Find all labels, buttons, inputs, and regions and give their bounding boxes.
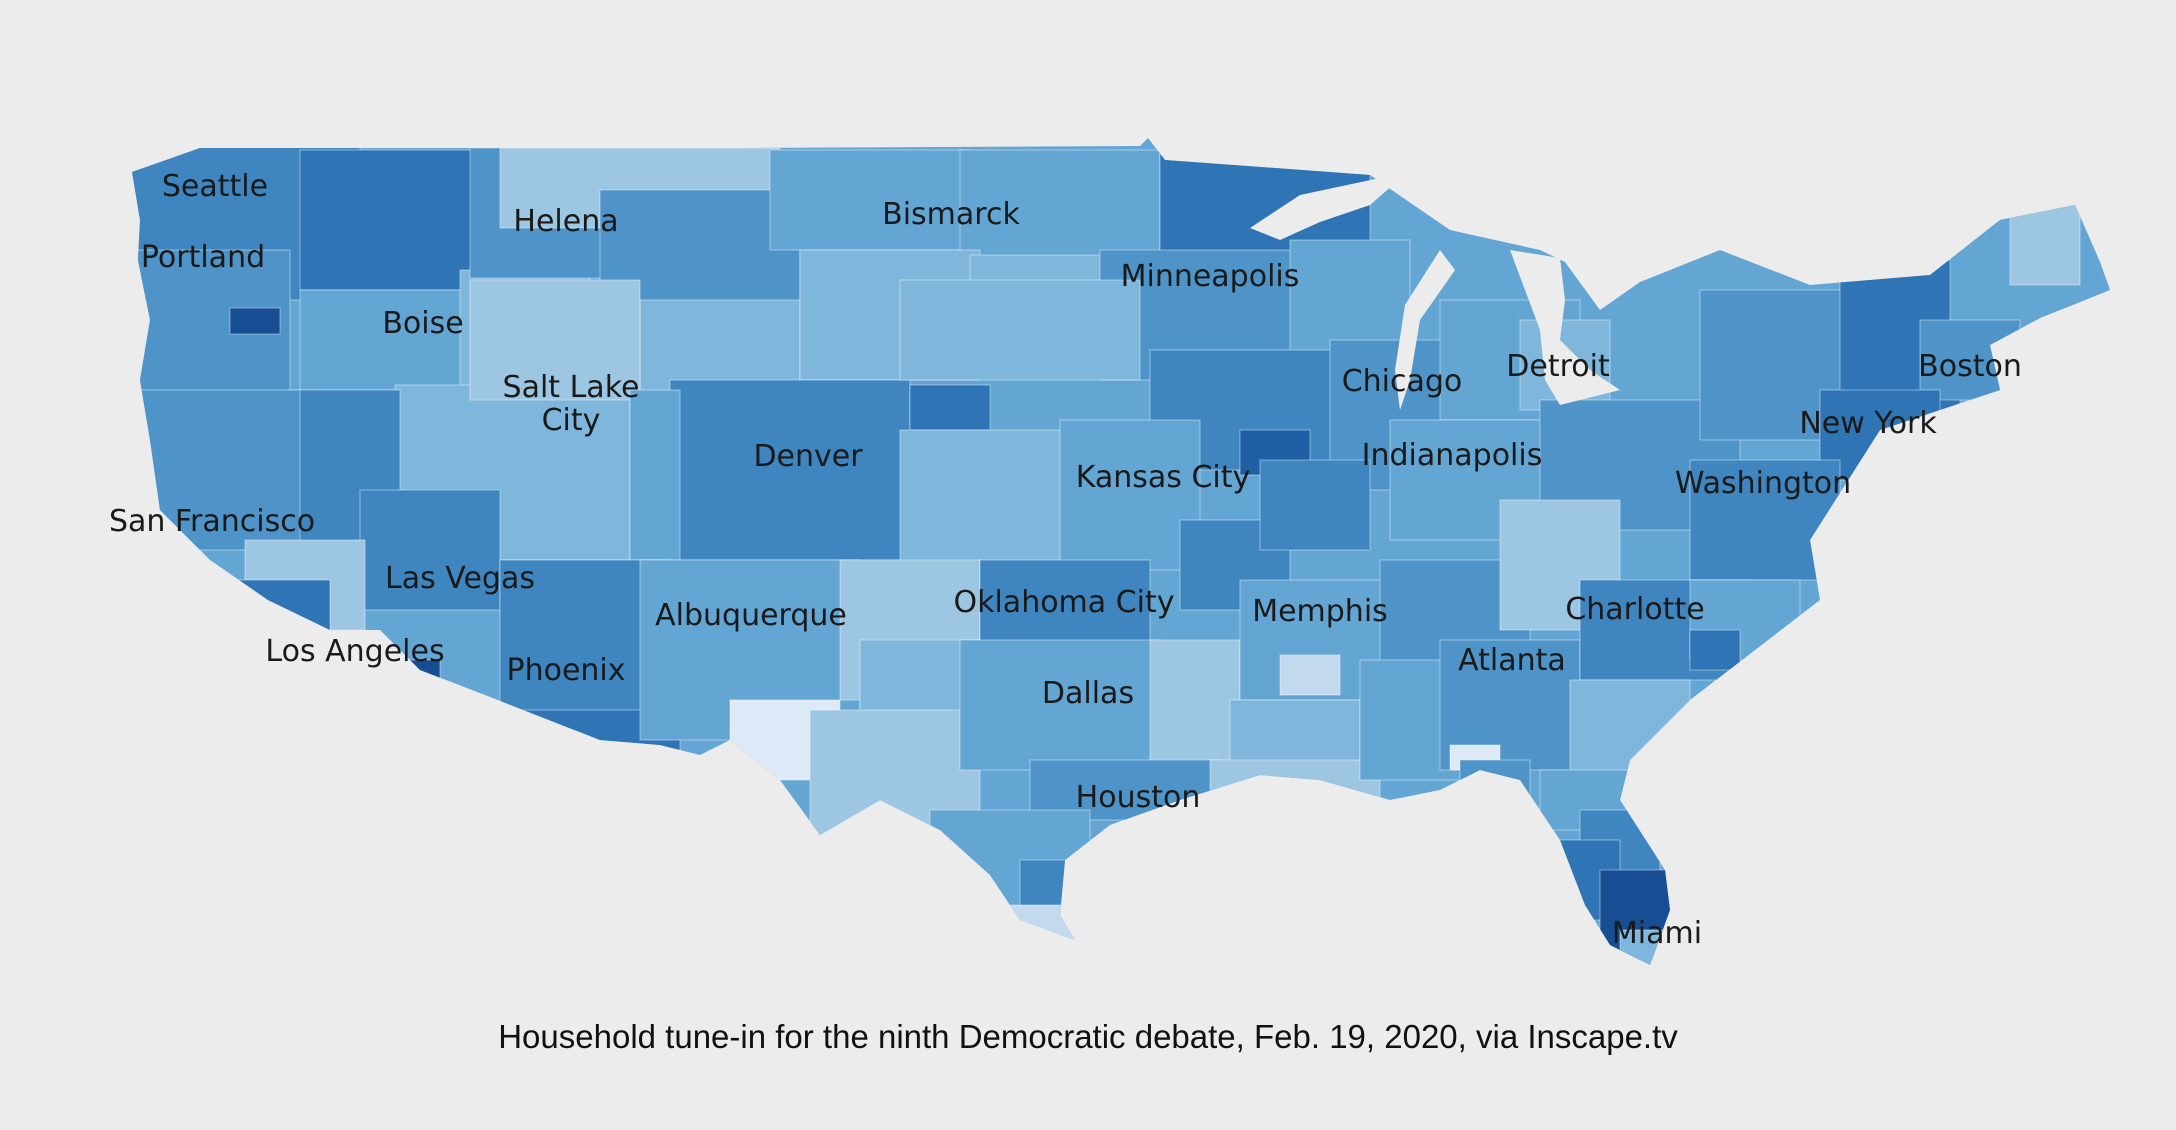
city-label-bismarck: Bismarck	[882, 197, 1020, 232]
city-label-atlanta: Atlanta	[1458, 643, 1566, 678]
map-region-greenville-nc	[1689, 629, 1741, 671]
map-region-bend	[229, 307, 281, 335]
map-region-boise	[299, 289, 471, 391]
map-region-san-antonio	[929, 809, 1091, 921]
city-label-oklahoma-city: Oklahoma City	[953, 585, 1174, 620]
map-region-st-louis	[1259, 459, 1371, 551]
city-label-albuquerque: Albuquerque	[655, 598, 847, 633]
city-label-san-francisco: San Francisco	[109, 504, 315, 539]
city-label-washington: Washington	[1675, 466, 1851, 501]
city-labels: Seattle Portland Helena Bismarck Minneap…	[109, 169, 2022, 951]
map-region-panama-city	[1459, 759, 1531, 811]
city-label-charlotte: Charlotte	[1565, 592, 1704, 627]
lake-michigan	[1395, 250, 1455, 410]
map-region-spokane	[299, 149, 481, 291]
map-region-brownsville	[999, 904, 1081, 946]
city-label-memphis: Memphis	[1252, 594, 1388, 629]
map-region-bismarck	[769, 149, 971, 251]
city-label-salt-lake-city-line-1: Salt Lake	[503, 370, 640, 405]
city-label-new-york: New York	[1799, 406, 1937, 441]
map-region-north-platte	[899, 279, 1141, 381]
city-label-portland: Portland	[141, 240, 265, 275]
city-label-houston: Houston	[1076, 780, 1201, 815]
map-region-louisiana	[1209, 759, 1381, 831]
map-region-grand-junction	[629, 389, 681, 561]
city-label-los-angeles: Los Angeles	[265, 634, 444, 669]
map-region-tyler	[1149, 639, 1241, 771]
city-label-dallas: Dallas	[1042, 676, 1134, 711]
city-label-helena: Helena	[513, 204, 618, 239]
map-region-kansas-city	[1059, 419, 1201, 571]
city-label-seattle: Seattle	[162, 169, 268, 204]
city-label-boston: Boston	[1918, 349, 2022, 384]
lake-superior	[1250, 170, 1410, 240]
map-region-dallas	[959, 639, 1161, 771]
map-region-cheyenne	[909, 384, 991, 431]
city-label-indianapolis: Indianapolis	[1362, 438, 1543, 473]
city-label-minneapolis: Minneapolis	[1121, 259, 1300, 294]
city-label-denver: Denver	[753, 439, 863, 474]
city-label-chicago: Chicago	[1342, 364, 1463, 399]
map-region-bangor	[2009, 204, 2081, 286]
map-region-utah-north	[469, 279, 641, 401]
map-region-las-vegas	[359, 489, 501, 611]
city-label-salt-lake-city-line-2: City	[542, 403, 601, 438]
city-label-miami: Miami	[1612, 916, 1702, 951]
map-region-savannah	[1569, 679, 1691, 781]
map-region-denver	[669, 379, 911, 561]
map-region-huntsville	[1279, 654, 1341, 696]
city-label-detroit: Detroit	[1506, 349, 1610, 384]
city-label-phoenix: Phoenix	[506, 653, 625, 688]
city-label-las-vegas: Las Vegas	[385, 561, 535, 596]
city-label-kansas-city: Kansas City	[1076, 460, 1251, 495]
lake-huron-erie	[1510, 250, 1620, 405]
map-caption: Household tune-in for the ninth Democrat…	[498, 1018, 1678, 1055]
city-label-boise: Boise	[382, 306, 463, 341]
